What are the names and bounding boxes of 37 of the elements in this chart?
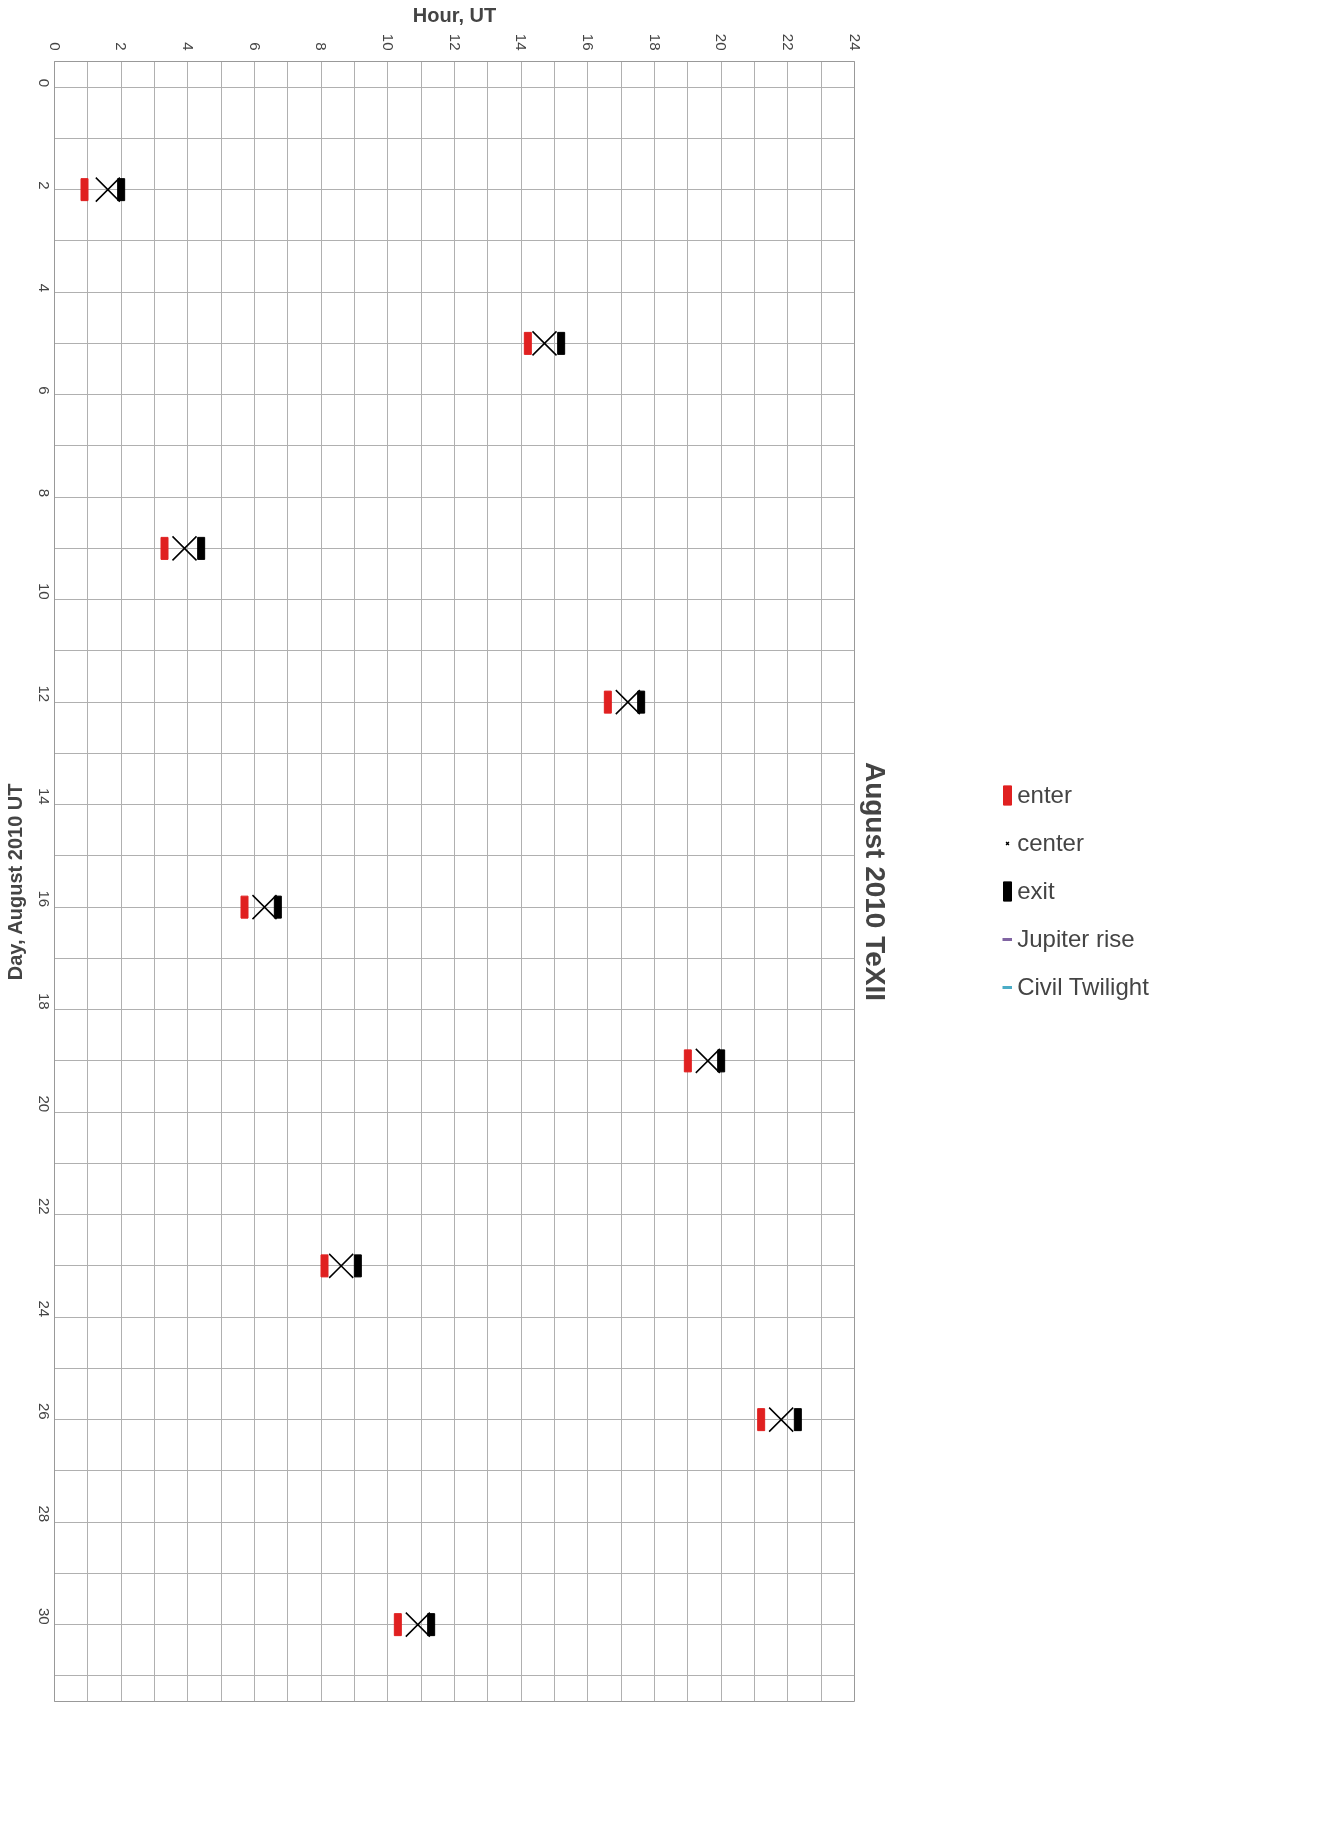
y-tick-label: 6	[35, 386, 53, 395]
x-tick-label: 22	[779, 33, 797, 51]
y-tick-label: 14	[35, 787, 53, 805]
y-tick-label: 4	[35, 283, 53, 293]
y-tick-label: 28	[35, 1505, 53, 1523]
y-tick-label: 12	[35, 685, 53, 703]
legend-label: center	[1017, 829, 1084, 857]
legend-label: exit	[1017, 877, 1055, 905]
y-tick-label: 16	[35, 890, 53, 908]
x-tick-label: 16	[579, 33, 597, 51]
y-tick-label: 10	[35, 582, 53, 600]
x-tick-label: 14	[513, 33, 531, 51]
x-tick-label: 0	[46, 42, 64, 51]
y-tick-label: 24	[35, 1300, 53, 1318]
y-tick-label: 2	[35, 181, 53, 190]
x-tick-label: 2	[113, 42, 131, 51]
y-tick-label: 8	[35, 488, 53, 498]
x-tick-label: 10	[379, 33, 397, 51]
text: August 2010 TeXII	[859, 761, 891, 1002]
y-tick-label: 22	[35, 1197, 53, 1215]
x-tick-label: 4	[179, 42, 197, 51]
y-tick-label: 20	[35, 1095, 53, 1113]
x-tick-label: 24	[846, 33, 864, 51]
x-tick-label: 6	[246, 42, 264, 51]
legend-label: Civil Twilight	[1017, 973, 1149, 1001]
legend-label: enter	[1017, 781, 1072, 809]
y-tick-label: 26	[35, 1402, 53, 1420]
y-tick-label: 30	[35, 1607, 53, 1625]
y-axis-title: Day, August 2010 UT	[3, 783, 26, 981]
x-tick-label: 12	[446, 33, 464, 51]
y-tick-label: 18	[35, 992, 53, 1010]
x-tick-label: 18	[646, 33, 664, 51]
y-tick-label: 0	[35, 78, 53, 88]
x-axis-title: Hour, UT	[412, 3, 497, 26]
legend-label: Jupiter rise	[1017, 925, 1135, 953]
x-tick-label: 20	[713, 33, 731, 51]
x-tick-label: 8	[313, 42, 331, 51]
